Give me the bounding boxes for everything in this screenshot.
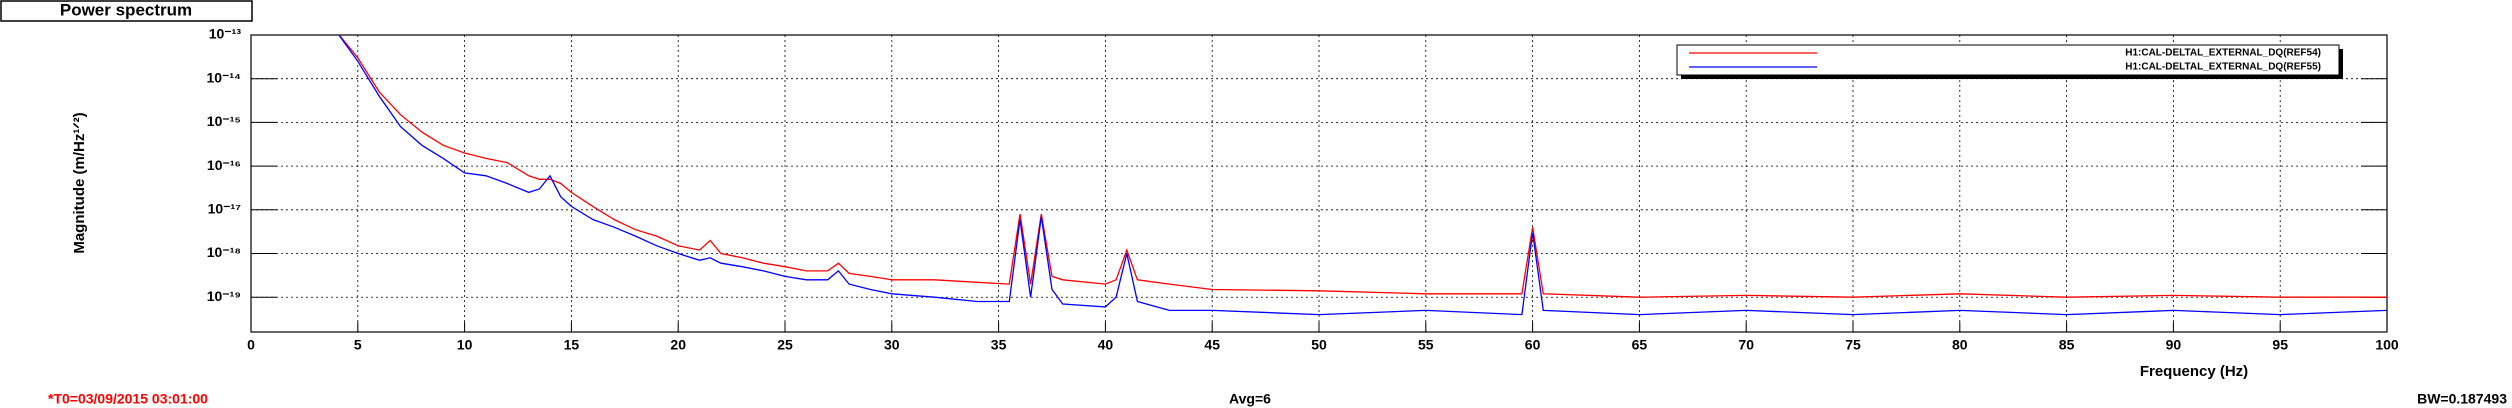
x-tick-label: 50 [1311, 337, 1327, 353]
x-tick-label: 85 [2059, 337, 2075, 353]
x-tick-label: 25 [777, 337, 793, 353]
x-tick-label: 65 [1632, 337, 1648, 353]
x-tick-label: 90 [2166, 337, 2182, 353]
y-tick-label: 10⁻¹³ [209, 26, 242, 42]
footer-bw: BW=0.187493 [2417, 391, 2507, 407]
x-tick-label: 30 [884, 337, 900, 353]
x-tick-label: 45 [1204, 337, 1220, 353]
chart-title: Power spectrum [60, 0, 192, 19]
legend-box [1676, 44, 2340, 76]
series-group [338, 35, 2387, 316]
x-tick-label: 75 [1845, 337, 1861, 353]
x-tick-label: 20 [670, 337, 686, 353]
footer-avg: Avg=6 [1229, 391, 1271, 407]
y-axis-label: Magnitude (m/Hz¹ᐟ²) [71, 112, 88, 253]
series-line [338, 35, 2387, 316]
x-tick-label: 80 [1952, 337, 1968, 353]
y-tick-label: 10⁻¹⁴ [206, 69, 241, 85]
x-tick-label: 70 [1738, 337, 1754, 353]
x-tick-label: 0 [247, 337, 255, 353]
x-tick-label: 95 [2272, 337, 2288, 353]
series-line [338, 35, 2387, 298]
x-axis-label: Frequency (Hz) [2140, 363, 2248, 380]
y-tick-label: 10⁻¹⁶ [207, 157, 241, 173]
x-tick-label: 100 [2375, 337, 2399, 353]
x-tick-label: 60 [1525, 337, 1541, 353]
y-tick-label: 10⁻¹⁵ [207, 113, 241, 129]
footer-t0: *T0=03/09/2015 03:01:00 [48, 391, 208, 407]
x-tick-label: 55 [1418, 337, 1434, 353]
x-tick-label: 40 [1098, 337, 1114, 353]
x-tick-label: 10 [457, 337, 473, 353]
y-tick-label: 10⁻¹⁸ [207, 244, 241, 260]
legend-label: H1:CAL-DELTAL_EXTERNAL_DQ(REF54) [2125, 48, 2321, 59]
plot-frame [250, 34, 2388, 333]
y-tick-label: 10⁻¹⁷ [208, 201, 242, 217]
x-tick-label: 35 [991, 337, 1007, 353]
legend-label: H1:CAL-DELTAL_EXTERNAL_DQ(REF55) [2125, 62, 2321, 73]
x-tick-label: 15 [564, 337, 580, 353]
title-box [0, 0, 253, 22]
x-tick-label: 5 [354, 337, 362, 353]
y-tick-label: 10⁻¹⁹ [207, 288, 241, 304]
